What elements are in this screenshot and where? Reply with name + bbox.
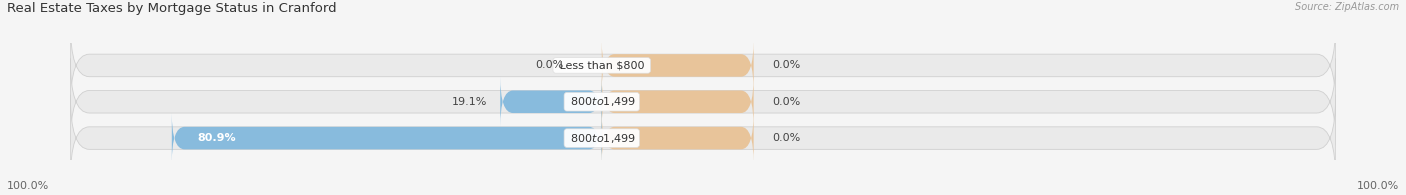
Text: 0.0%: 0.0% [536, 60, 564, 70]
FancyBboxPatch shape [70, 58, 1336, 145]
Text: $800 to $1,499: $800 to $1,499 [567, 95, 637, 108]
FancyBboxPatch shape [70, 22, 1336, 109]
FancyBboxPatch shape [501, 77, 602, 127]
Text: 0.0%: 0.0% [773, 97, 801, 107]
FancyBboxPatch shape [602, 77, 754, 127]
FancyBboxPatch shape [172, 113, 602, 163]
Text: Less than $800: Less than $800 [555, 60, 648, 70]
FancyBboxPatch shape [602, 113, 754, 163]
Text: 0.0%: 0.0% [773, 133, 801, 143]
Text: 80.9%: 80.9% [197, 133, 236, 143]
Text: Real Estate Taxes by Mortgage Status in Cranford: Real Estate Taxes by Mortgage Status in … [7, 2, 336, 15]
Text: 100.0%: 100.0% [7, 181, 49, 191]
Text: 19.1%: 19.1% [453, 97, 488, 107]
Text: 0.0%: 0.0% [773, 60, 801, 70]
Text: Source: ZipAtlas.com: Source: ZipAtlas.com [1295, 2, 1399, 12]
FancyBboxPatch shape [602, 40, 754, 90]
Text: 100.0%: 100.0% [1357, 181, 1399, 191]
FancyBboxPatch shape [70, 95, 1336, 181]
Text: $800 to $1,499: $800 to $1,499 [567, 132, 637, 145]
